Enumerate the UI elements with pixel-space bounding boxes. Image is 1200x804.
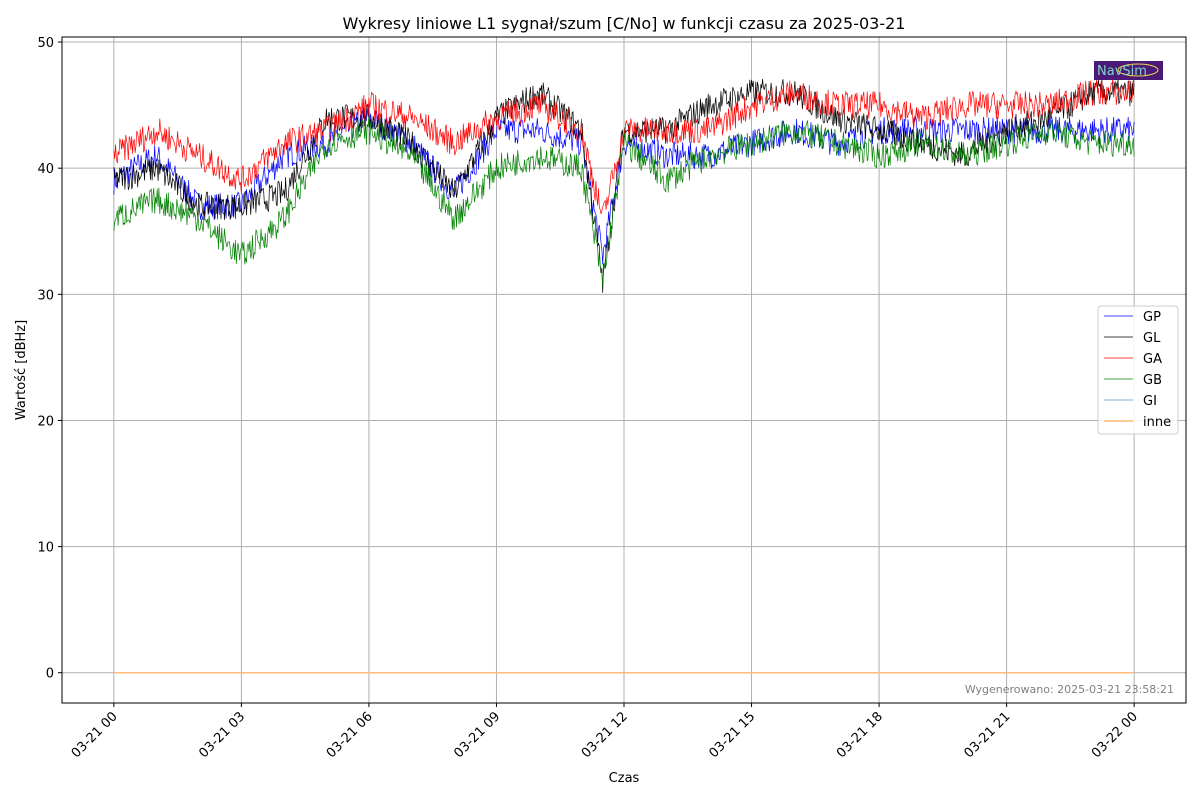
- logo-text: NavSim: [1097, 64, 1147, 79]
- x-tick-label: 03-21 03: [196, 709, 248, 761]
- legend-label-gp: GP: [1143, 310, 1161, 325]
- y-tick-label: 0: [46, 667, 54, 682]
- legend-label-inne: inne: [1143, 415, 1171, 430]
- y-tick-label: 20: [37, 414, 54, 429]
- series-line-gb: [113, 117, 1135, 287]
- y-tick-label: 30: [37, 288, 54, 303]
- x-tick-label: 03-21 15: [706, 709, 758, 761]
- x-tick-label: 03-21 12: [579, 709, 631, 761]
- x-axis-label: Czas: [609, 771, 640, 786]
- y-tick-label: 50: [37, 36, 54, 51]
- legend: GP GL GA GB GI inne: [1097, 305, 1179, 435]
- chart-title: Wykresy liniowe L1 sygnał/szum [C/No] w …: [343, 14, 906, 33]
- legend-label-gi: GI: [1143, 394, 1157, 409]
- x-tick-label: 03-21 09: [451, 709, 503, 761]
- x-tick-label: 03-21 00: [69, 709, 121, 761]
- x-tick-label: 03-21 06: [324, 709, 376, 761]
- generated-timestamp: Wygenerowano: 2025-03-21 23:58:21: [965, 683, 1174, 696]
- series-group: [113, 78, 1135, 674]
- series-line-gp: [113, 107, 1135, 265]
- y-tick-label: 10: [37, 541, 54, 556]
- x-axis: 03-21 00 03-21 03 03-21 06 03-21 09 03-21 12…: [69, 703, 1141, 761]
- x-tick-label: 03-21 21: [961, 709, 1013, 761]
- legend-label-gl: GL: [1143, 331, 1161, 346]
- legend-label-ga: GA: [1143, 352, 1162, 367]
- y-axis-label: Wartość [dBHz]: [14, 320, 29, 420]
- legend-label-gb: GB: [1143, 373, 1162, 388]
- y-axis: 0 10 20 30 40 50: [37, 36, 62, 682]
- navsim-logo: NavSim: [1094, 61, 1163, 80]
- series-line-ga: [113, 79, 1135, 214]
- x-tick-label: 03-21 18: [834, 709, 886, 761]
- x-tick-label: 03-22 00: [1089, 709, 1141, 761]
- y-tick-label: 40: [37, 162, 54, 177]
